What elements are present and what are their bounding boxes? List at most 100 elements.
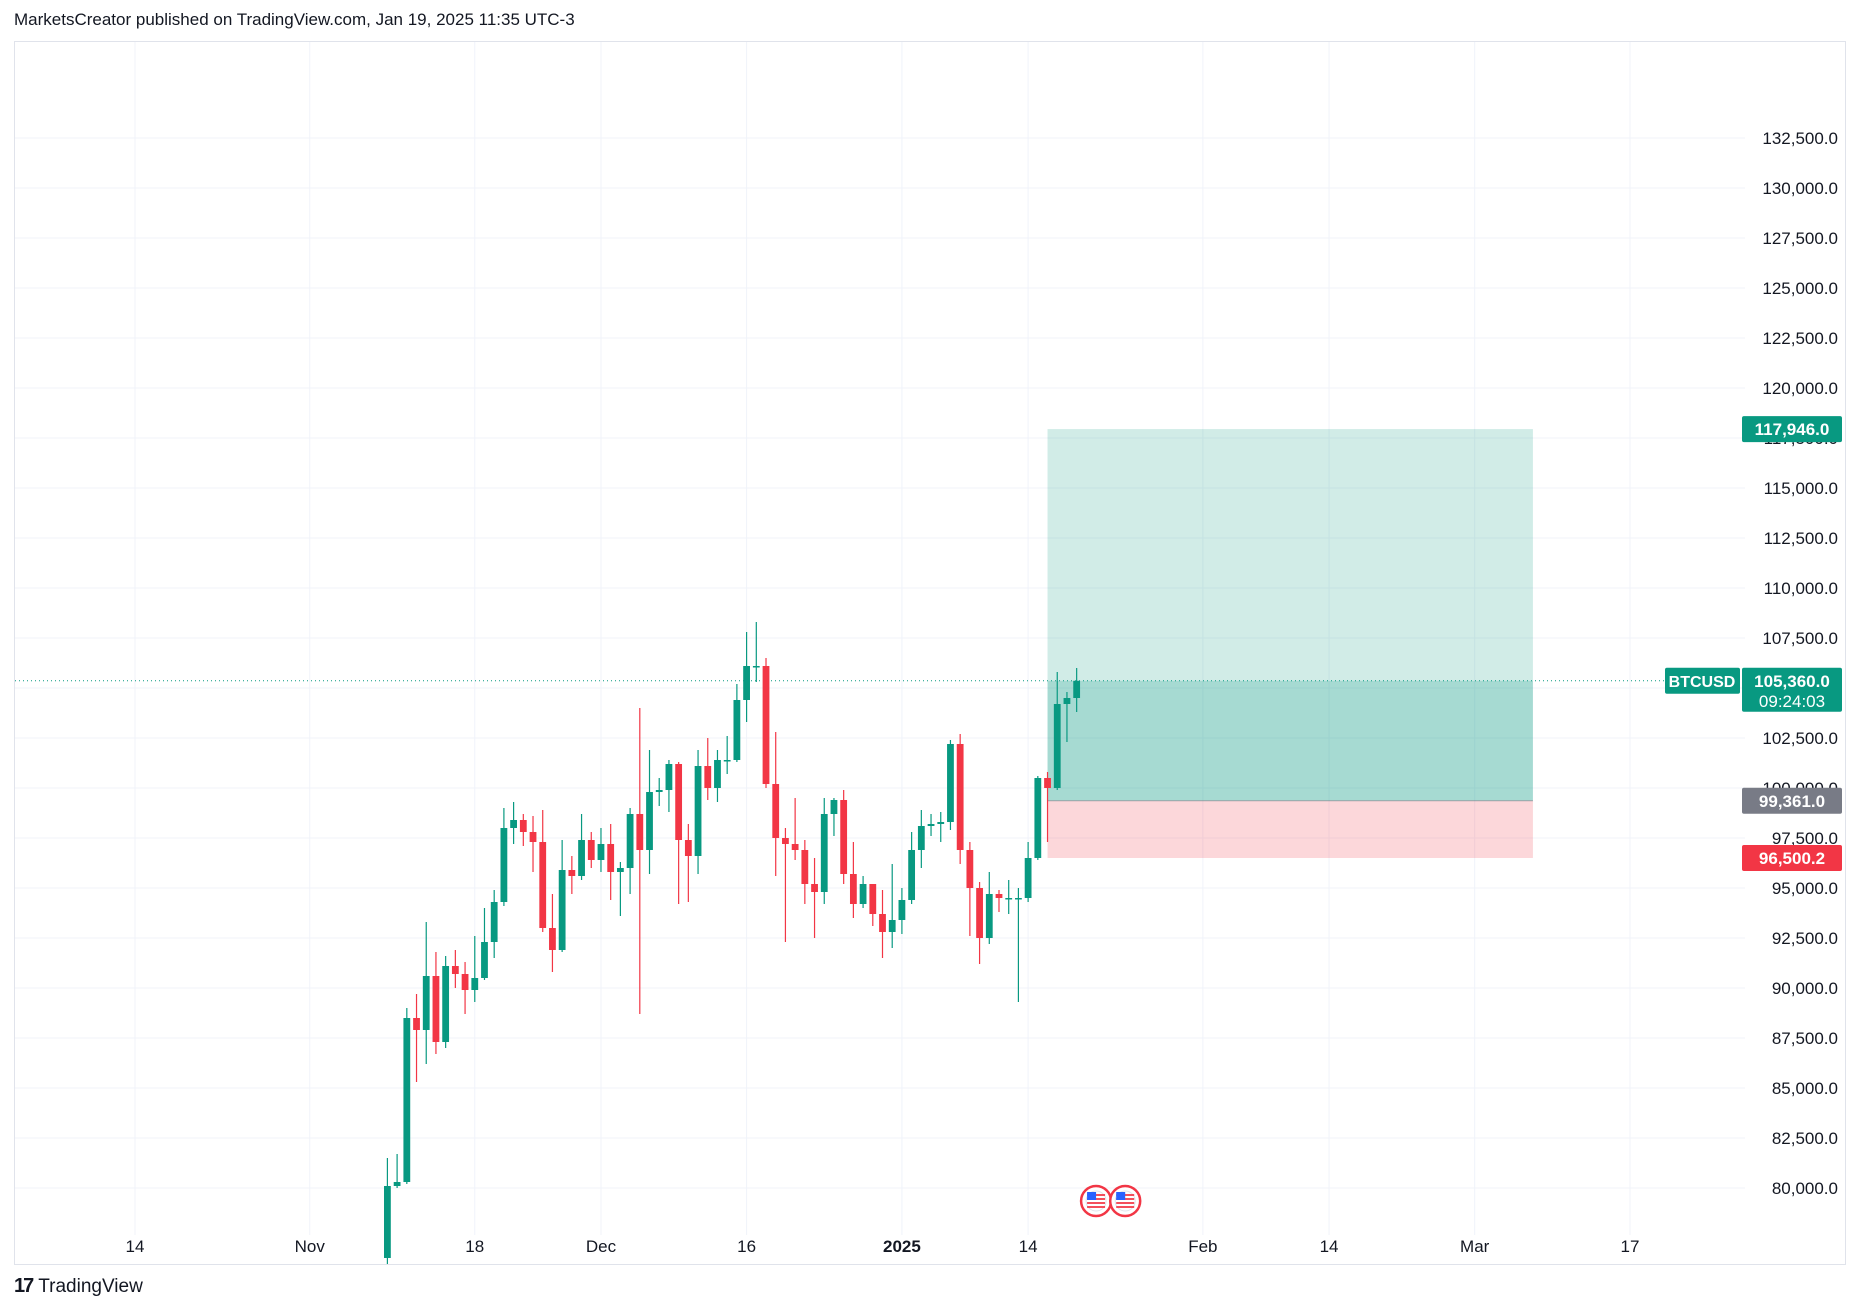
- candle-body: [539, 842, 547, 928]
- us-flag-icon: [1108, 1184, 1142, 1218]
- candle-body: [714, 760, 721, 788]
- candle: [384, 1158, 391, 1264]
- candle: [1063, 692, 1071, 742]
- candle-body: [646, 792, 653, 850]
- svg-text:105,360.0: 105,360.0: [1754, 672, 1830, 691]
- candle: [461, 962, 469, 1014]
- candle: [985, 872, 993, 944]
- candle-body: [442, 966, 450, 1042]
- candle: [539, 810, 547, 932]
- candle-body: [655, 790, 663, 792]
- candle: [1024, 842, 1032, 902]
- candle-body: [451, 966, 459, 974]
- candle: [714, 750, 721, 802]
- profit-zone: [1047, 680, 1533, 801]
- candle-body: [830, 800, 838, 814]
- candle-body: [869, 884, 877, 914]
- candle: [500, 808, 508, 906]
- candle-body: [762, 666, 770, 784]
- time-tick-label: 17: [1621, 1237, 1640, 1256]
- price-tick-label: 107,500.0: [1762, 629, 1838, 648]
- candle-body: [898, 900, 906, 920]
- candle-body: [976, 888, 983, 938]
- candle-body: [888, 920, 896, 932]
- price-labels: 117,946.0 99,361.0 96,500.2 105,360.009:24:…: [1665, 416, 1842, 871]
- candles: [384, 622, 1081, 1264]
- candle-body: [481, 942, 488, 978]
- candle: [704, 738, 712, 800]
- candle-body: [752, 666, 760, 668]
- candle-body: [1044, 778, 1051, 788]
- candle: [956, 734, 964, 864]
- candle-body: [675, 764, 683, 840]
- candle: [801, 840, 809, 904]
- candle: [879, 890, 886, 958]
- candle-body: [801, 850, 809, 884]
- price-tick-label: 127,500.0: [1762, 229, 1838, 248]
- candle: [1034, 776, 1042, 860]
- price-axis: 80,000.0 82,500.0 85,000.0 87,500.0 90,000.0…: [1762, 129, 1838, 1198]
- candle-body: [879, 914, 886, 932]
- candle-body: [694, 766, 702, 856]
- candle-body: [665, 764, 673, 790]
- candle-body: [820, 814, 828, 892]
- position-tool: [1047, 429, 1533, 858]
- candle: [675, 762, 683, 904]
- candle-body: [811, 884, 818, 892]
- candle-body: [966, 850, 974, 888]
- price-tick-label: 90,000.0: [1772, 979, 1838, 998]
- candle-body: [490, 902, 498, 942]
- candle: [490, 890, 498, 958]
- candle-body: [859, 884, 867, 904]
- candle-body: [937, 822, 945, 824]
- candle-body: [529, 832, 537, 842]
- candle: [578, 814, 585, 880]
- candle: [587, 832, 595, 868]
- time-tick-label: Mar: [1460, 1237, 1490, 1256]
- candle: [743, 632, 750, 722]
- price-tick-label: 125,000.0: [1762, 279, 1838, 298]
- price-tick-label: 82,500.0: [1772, 1129, 1838, 1148]
- candle: [1044, 772, 1051, 842]
- time-axis: 14 Nov 18 Dec 16 2025 14 Feb 14 Mar 17: [126, 1237, 1640, 1256]
- target-price-label: 117,946.0: [1742, 416, 1842, 443]
- candle: [937, 812, 945, 842]
- candle: [597, 828, 605, 872]
- tradingview-logo-text: TradingView: [38, 1275, 143, 1297]
- candle-body: [393, 1182, 401, 1186]
- event-markers: [1079, 1184, 1142, 1218]
- price-tick-label: 97,500.0: [1772, 829, 1838, 848]
- chart-panel[interactable]: [14, 41, 1846, 1265]
- candle: [849, 842, 857, 918]
- candle-body: [558, 870, 566, 950]
- candle: [723, 736, 731, 774]
- candle-body: [1005, 898, 1013, 900]
- candle: [772, 732, 780, 876]
- candle-body: [985, 894, 993, 938]
- price-tick-label: 130,000.0: [1762, 179, 1838, 198]
- candle: [1073, 668, 1081, 712]
- candle-body: [704, 766, 712, 788]
- time-tick-label: 14: [126, 1237, 145, 1256]
- candle-body: [956, 744, 964, 850]
- candle-body: [568, 870, 576, 876]
- price-tick-label: 132,500.0: [1762, 129, 1838, 148]
- time-tick-label: 14: [1320, 1237, 1339, 1256]
- candle: [976, 882, 983, 964]
- tradingview-logo[interactable]: 17 TradingView: [14, 1275, 143, 1298]
- candle: [1053, 672, 1061, 790]
- candle: [733, 684, 741, 762]
- price-tick-label: 85,000.0: [1772, 1079, 1838, 1098]
- candle-body: [791, 844, 799, 850]
- candle: [636, 708, 644, 1014]
- price-tick-label: 120,000.0: [1762, 379, 1838, 398]
- price-tick-label: 92,500.0: [1772, 929, 1838, 948]
- candle-body: [519, 820, 527, 832]
- candle: [616, 862, 624, 916]
- candle: [529, 816, 537, 872]
- candle-body: [578, 840, 585, 876]
- candle-body: [927, 824, 935, 826]
- candle: [684, 824, 692, 902]
- candle: [549, 894, 556, 972]
